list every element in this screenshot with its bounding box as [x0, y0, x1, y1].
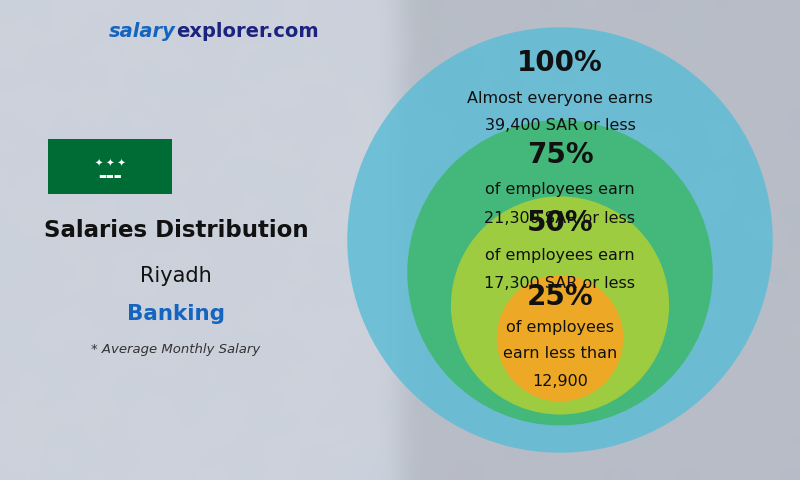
Text: explorer.com: explorer.com	[176, 22, 318, 41]
Circle shape	[451, 196, 669, 415]
Text: Banking: Banking	[127, 304, 225, 324]
Circle shape	[407, 120, 713, 425]
Text: 21,300 SAR or less: 21,300 SAR or less	[485, 211, 635, 226]
Text: of employees earn: of employees earn	[485, 182, 635, 197]
Text: ✦ ✦ ✦: ✦ ✦ ✦	[94, 159, 126, 169]
Text: 12,900: 12,900	[532, 374, 588, 389]
Text: 75%: 75%	[526, 141, 594, 169]
Circle shape	[347, 27, 773, 453]
Text: of employees earn: of employees earn	[485, 248, 635, 263]
Text: 25%: 25%	[526, 283, 594, 311]
Text: 100%: 100%	[517, 49, 603, 77]
Text: ▬▬▬: ▬▬▬	[98, 172, 122, 181]
Text: 39,400 SAR or less: 39,400 SAR or less	[485, 118, 635, 133]
Text: earn less than: earn less than	[503, 346, 617, 361]
Text: * Average Monthly Salary: * Average Monthly Salary	[91, 343, 261, 356]
Text: salary: salary	[109, 22, 176, 41]
Circle shape	[497, 275, 623, 401]
Text: Almost everyone earns: Almost everyone earns	[467, 91, 653, 106]
Text: of employees: of employees	[506, 320, 614, 335]
Text: 17,300 SAR or less: 17,300 SAR or less	[485, 276, 635, 291]
Text: Salaries Distribution: Salaries Distribution	[44, 219, 308, 242]
Text: 50%: 50%	[526, 208, 594, 237]
FancyBboxPatch shape	[46, 138, 174, 195]
Text: Riyadh: Riyadh	[140, 266, 212, 286]
